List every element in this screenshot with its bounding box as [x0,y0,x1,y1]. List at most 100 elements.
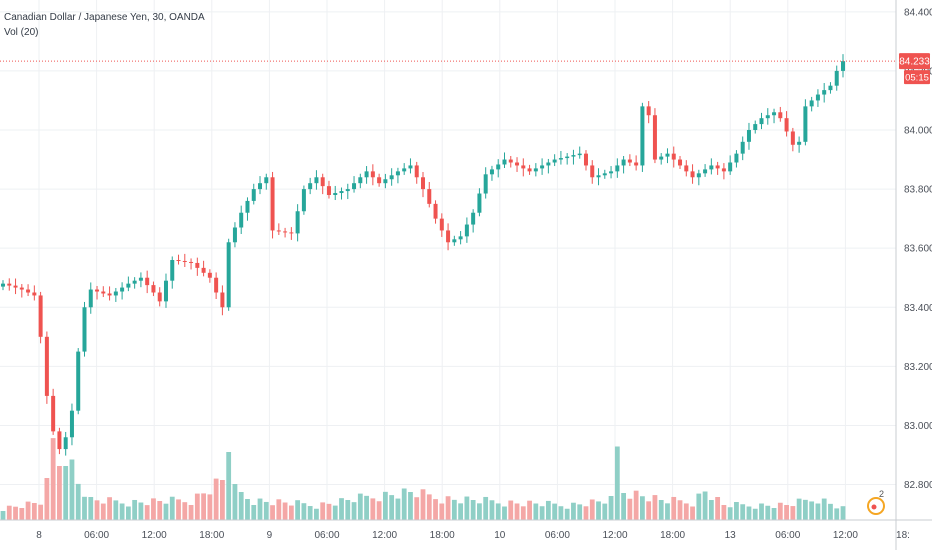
candle[interactable] [609,166,614,179]
candle[interactable] [834,65,839,91]
candle[interactable] [615,158,620,178]
candle[interactable] [627,154,632,167]
candle[interactable] [427,182,432,208]
candle[interactable] [577,146,582,159]
candle[interactable] [652,108,657,164]
candle[interactable] [320,173,325,195]
candle[interactable] [13,278,18,295]
candle[interactable] [696,169,701,186]
candle[interactable] [477,188,482,217]
candle[interactable] [721,163,726,180]
candle[interactable] [515,157,520,172]
candle[interactable] [665,148,670,164]
candle[interactable] [402,163,407,175]
candle[interactable] [283,227,288,238]
candle[interactable] [546,158,551,174]
candle[interactable] [558,150,563,165]
candle[interactable] [57,427,62,455]
candle[interactable] [646,101,651,124]
candle[interactable] [395,167,400,184]
candle[interactable] [258,176,263,195]
candle[interactable] [69,403,74,446]
candle[interactable] [389,168,394,186]
candle[interactable] [295,204,300,242]
candle[interactable] [784,111,789,137]
candle[interactable] [571,149,576,165]
candle[interactable] [746,122,751,150]
candle[interactable] [621,156,626,174]
candle[interactable] [765,108,770,125]
candle[interactable] [590,160,595,184]
candle[interactable] [772,108,777,124]
candle[interactable] [245,197,250,221]
candle[interactable] [195,257,200,276]
candle[interactable] [226,238,231,311]
candle[interactable] [565,153,570,165]
candle[interactable] [38,291,43,344]
candle[interactable] [207,269,212,283]
candle[interactable] [157,287,162,307]
candle[interactable] [521,158,526,177]
candle[interactable] [63,431,68,456]
candle[interactable] [138,272,143,288]
candle[interactable] [602,169,607,179]
candle[interactable] [82,301,87,357]
candle[interactable] [759,112,764,130]
candle[interactable] [364,166,369,184]
candle[interactable] [446,223,451,251]
candle[interactable] [797,136,802,153]
candle[interactable] [120,282,125,300]
candle[interactable] [414,161,419,184]
candle[interactable] [326,180,331,199]
notification-badge[interactable]: 2 [867,489,885,515]
candle[interactable] [1,280,5,291]
candle[interactable] [803,99,808,146]
candle[interactable] [540,158,545,175]
candle[interactable] [113,287,118,302]
candle[interactable] [51,388,56,435]
candle[interactable] [239,205,244,234]
candle[interactable] [107,286,112,301]
candle[interactable] [703,164,708,177]
candle[interactable] [659,153,664,165]
candle[interactable] [583,150,588,171]
volume-indicator-label[interactable]: Vol (20) [4,27,39,38]
candle[interactable] [151,281,156,297]
candle[interactable] [333,185,338,201]
candle[interactable] [753,120,758,134]
candle[interactable] [232,222,237,248]
candle[interactable] [483,167,488,199]
candle[interactable] [640,102,645,172]
candle[interactable] [170,256,175,289]
candle[interactable] [201,260,206,277]
candle[interactable] [815,89,820,107]
candle[interactable] [189,258,194,270]
candle[interactable] [358,173,363,189]
candle[interactable] [126,276,131,292]
candle[interactable] [220,285,225,316]
candle[interactable] [552,154,557,167]
candle[interactable] [251,183,256,205]
candle[interactable] [678,156,683,169]
candle[interactable] [458,231,463,245]
candle[interactable] [828,82,833,94]
candle[interactable] [95,286,100,300]
candle[interactable] [289,227,294,240]
candle[interactable] [471,209,476,233]
candle[interactable] [715,161,720,175]
candle[interactable] [352,176,357,193]
candle[interactable] [433,200,438,224]
candle[interactable] [132,277,137,289]
candle[interactable] [778,106,783,122]
candle[interactable] [596,168,601,186]
candle[interactable] [76,348,81,415]
candle[interactable] [841,54,845,78]
candle[interactable] [32,285,37,301]
candle[interactable] [145,270,150,294]
candle[interactable] [176,254,181,265]
candle[interactable] [690,164,695,184]
candle[interactable] [671,146,676,168]
candle[interactable] [684,160,689,177]
